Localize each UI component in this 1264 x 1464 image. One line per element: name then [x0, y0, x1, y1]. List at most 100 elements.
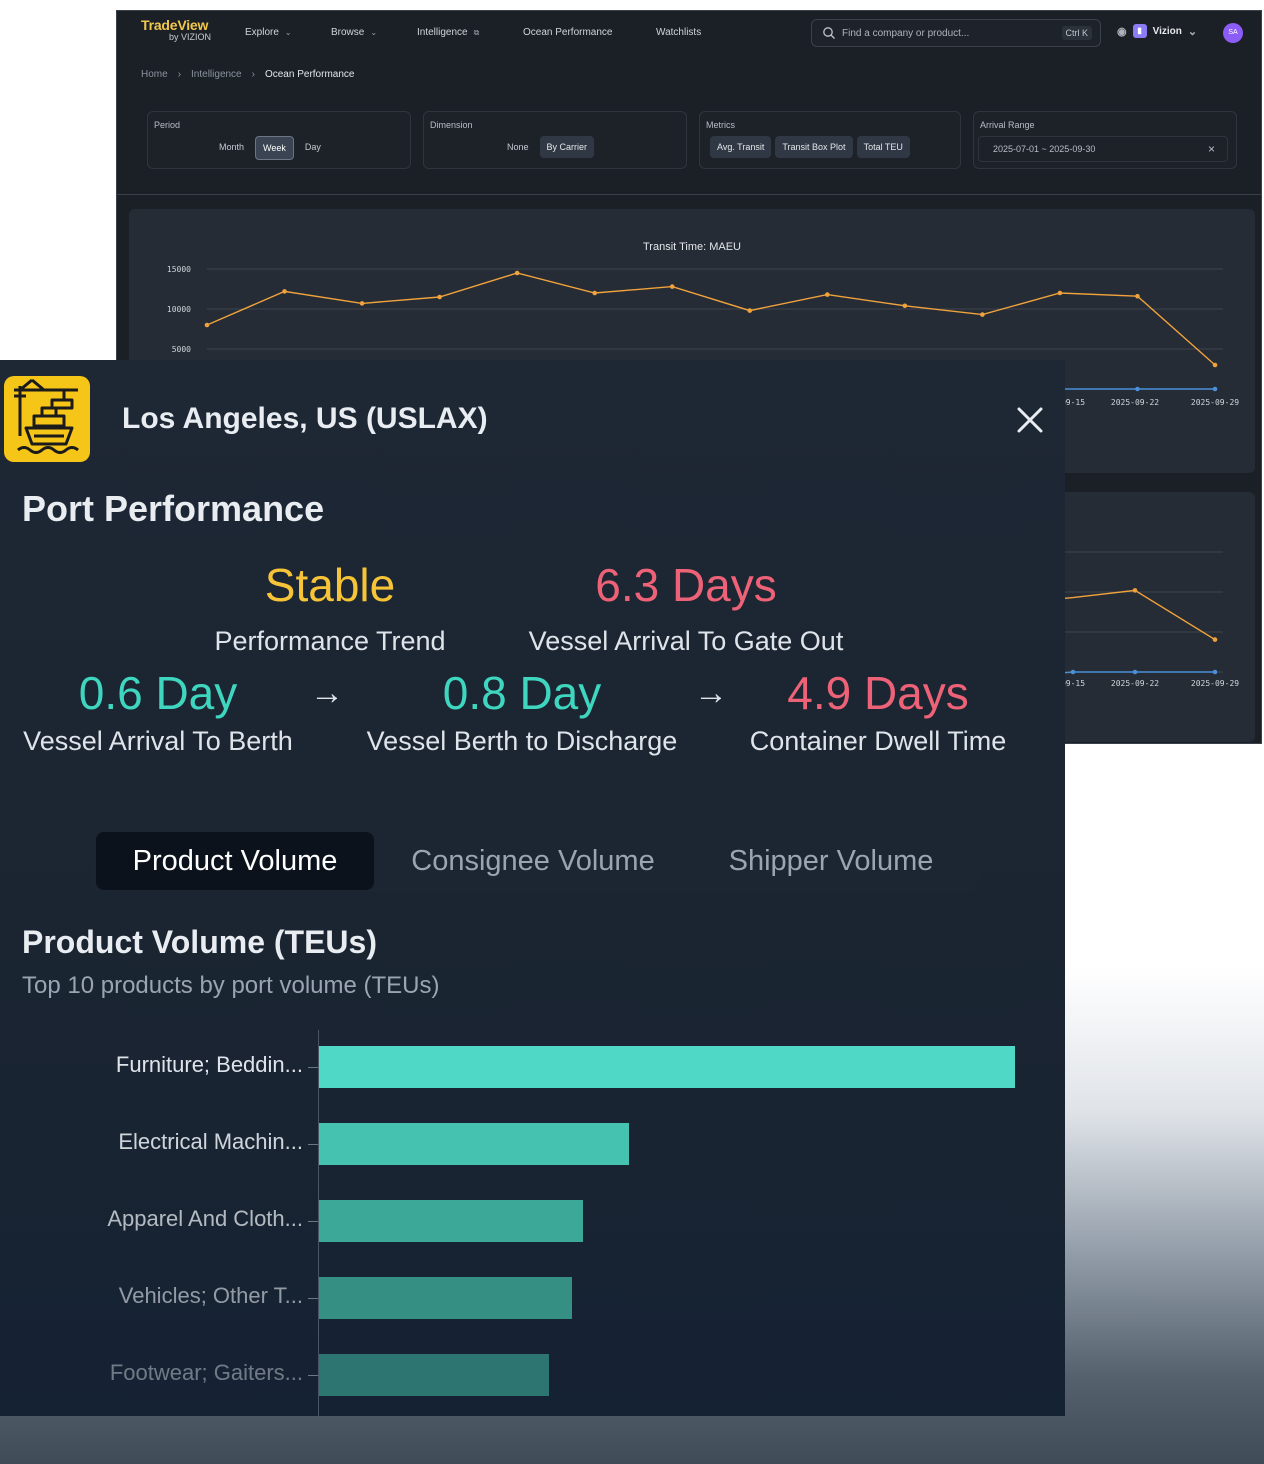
chevron-down-icon: ⌄	[284, 28, 292, 37]
tab-consignee-volume[interactable]: Consignee Volume	[411, 845, 655, 877]
dwell-value: 4.9 Days	[787, 667, 969, 719]
bar-category-label: Electrical Machin...	[118, 1129, 303, 1154]
nav-label: Watchlists	[656, 27, 702, 38]
arrow-right-icon: →	[694, 674, 728, 712]
bar-axis-tick	[308, 1144, 318, 1145]
chevron-down-icon: ⌄	[370, 28, 378, 37]
data-point	[1212, 637, 1218, 642]
arrival-to-berth-value: 0.6 Day	[78, 667, 238, 719]
data-point	[282, 289, 287, 294]
period-week-button[interactable]: Week	[255, 136, 294, 160]
bar-category-label: Vehicles; Other T...	[118, 1283, 303, 1308]
nav-explore[interactable]: Explore ⌄	[245, 27, 292, 38]
port-crane-ship-icon	[4, 376, 90, 462]
chart-title: Product Volume (TEUs)	[22, 924, 377, 960]
bar[interactable]	[319, 1200, 584, 1242]
breadcrumb-separator: ›	[251, 69, 255, 80]
dimension-none-button[interactable]: None	[507, 142, 529, 152]
series-line	[206, 272, 1216, 366]
period-filter: Period Month Week Day	[147, 111, 411, 169]
dwell-label: Container Dwell Time	[749, 726, 1007, 756]
bar-axis-tick	[308, 1067, 318, 1068]
bar[interactable]	[319, 1277, 572, 1319]
org-logo-icon: ▮	[1132, 24, 1147, 38]
date-range-input[interactable]: 2025-07-01 ~ 2025-09-30 ×	[978, 136, 1228, 162]
data-point	[204, 322, 210, 328]
period-label: Period	[154, 120, 181, 130]
series-line	[1058, 589, 1216, 641]
y-tick-label: 10000	[167, 305, 191, 314]
account-switcher[interactable]: ◉ ▮ Vizion ⌄	[1117, 24, 1197, 38]
chart-title: Transit Time: MAEU	[643, 241, 741, 253]
brand-logo[interactable]: TradeView by VIZION	[141, 18, 211, 42]
avatar[interactable]: SA	[1223, 23, 1243, 43]
bar-axis-tick	[308, 1298, 318, 1299]
data-point	[514, 270, 520, 276]
breadcrumb: Home › Intelligence › Ocean Performance	[141, 69, 354, 80]
date-range-value: 2025-07-01 ~ 2025-09-30	[993, 144, 1096, 154]
data-point	[1212, 386, 1218, 392]
dimension-label: Dimension	[430, 120, 473, 130]
nav-browse[interactable]: Browse ⌄	[331, 27, 377, 38]
bar[interactable]	[319, 1123, 629, 1165]
dimension-by-carrier-button[interactable]: By Carrier	[539, 136, 595, 158]
breadcrumb-separator: ›	[177, 69, 182, 80]
period-month-button[interactable]: Month	[219, 142, 245, 152]
bar-category-label: Apparel And Cloth...	[107, 1206, 303, 1231]
search-placeholder: Find a company or product...	[842, 28, 970, 39]
tab-shipper-volume[interactable]: Shipper Volume	[728, 845, 934, 877]
bar-axis-tick	[308, 1375, 318, 1376]
bar[interactable]	[319, 1046, 1015, 1088]
search-icon	[823, 27, 835, 39]
metric-total-teu-button[interactable]: Total TEU	[856, 136, 910, 158]
data-point	[1070, 669, 1076, 675]
metrics-label: Metrics	[706, 120, 735, 130]
dimension-filter: Dimension None By Carrier	[423, 111, 687, 169]
data-point	[1212, 362, 1218, 368]
data-point	[669, 284, 675, 289]
data-point	[359, 301, 365, 306]
breadcrumb-current: Ocean Performance	[264, 69, 355, 80]
breadcrumb-home[interactable]: Home	[141, 69, 168, 80]
period-day-button[interactable]: Day	[304, 142, 321, 152]
clear-icon[interactable]: ×	[1207, 142, 1215, 156]
data-point	[1057, 290, 1063, 296]
metric-avg-transit-button[interactable]: Avg. Transit	[710, 136, 772, 158]
data-point	[1132, 669, 1138, 675]
arrival-to-gate-label: Vessel Arrival To Gate Out	[528, 626, 844, 656]
breadcrumb-intelligence[interactable]: Intelligence	[191, 69, 242, 80]
y-tick-label: 5000	[172, 345, 191, 354]
data-point	[825, 292, 830, 297]
bar-chart-axis	[318, 1030, 319, 1416]
volume-tabs: Product Volume Consignee Volume Shipper …	[92, 828, 978, 892]
port-title: Los Angeles, US (USLAX)	[122, 402, 488, 435]
arrival-to-gate-value: 6.3 Days	[595, 559, 777, 611]
arrival-range-label: Arrival Range	[980, 120, 1035, 130]
nav-ocean-performance[interactable]: Ocean Performance	[523, 27, 613, 38]
nav-label: Explore	[245, 27, 279, 38]
y-tick-label: 15000	[167, 265, 191, 274]
x-tick-label: 2025-09-29	[1191, 398, 1239, 407]
x-tick-label: 09-15	[1061, 398, 1085, 407]
chart-subtitle: Top 10 products by port volume (TEUs)	[22, 972, 440, 999]
arrow-right-icon: →	[310, 674, 344, 712]
data-point	[980, 312, 985, 317]
arrival-to-berth-label: Vessel Arrival To Berth	[23, 726, 293, 756]
top-nav: TradeView by VIZION Explore ⌄ Browse ⌄ Int…	[117, 11, 1261, 55]
metrics-filter: Metrics Avg. Transit Transit Box Plot To…	[699, 111, 961, 169]
tab-product-volume[interactable]: Product Volume	[96, 832, 374, 890]
search-shortcut: Ctrl K	[1061, 26, 1092, 40]
berth-to-discharge-label: Vessel Berth to Discharge	[366, 726, 678, 756]
nav-watchlists[interactable]: Watchlists	[656, 27, 701, 38]
metric-box-plot-button[interactable]: Transit Box Plot	[775, 136, 853, 158]
bar[interactable]	[319, 1354, 549, 1396]
close-icon[interactable]	[1010, 400, 1050, 440]
search-input[interactable]: Find a company or product... Ctrl K	[811, 19, 1101, 47]
data-point	[747, 308, 753, 313]
eye-icon: ◉	[1117, 25, 1127, 38]
data-point	[592, 290, 597, 296]
nav-intelligence[interactable]: Intelligence ⧉	[417, 27, 479, 38]
chevron-down-icon: ⌄	[1187, 25, 1198, 38]
brand-subtitle: by VIZION	[169, 32, 212, 42]
nav-label: Intelligence	[417, 27, 468, 38]
